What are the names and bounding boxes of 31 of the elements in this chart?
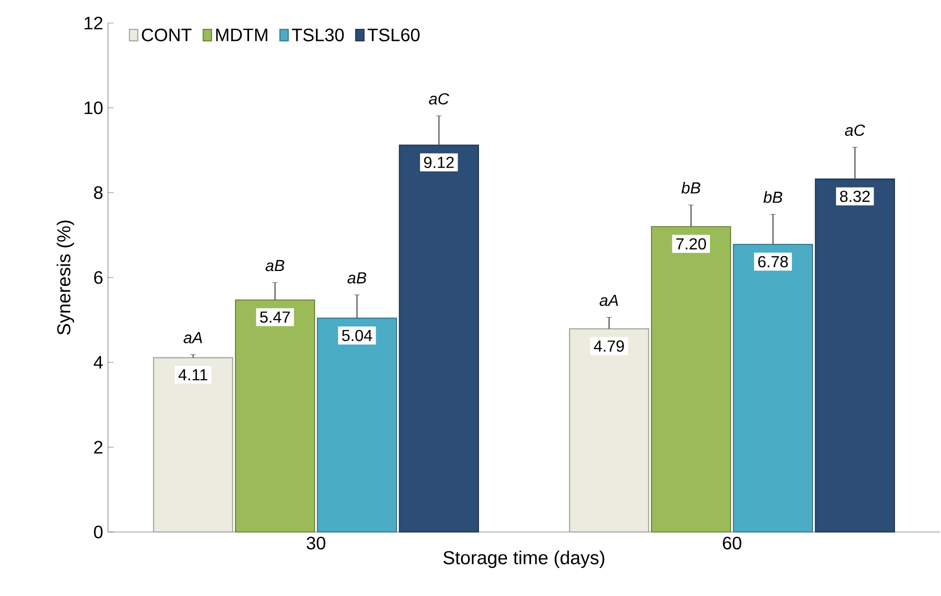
legend-label: MDTM (216, 28, 268, 42)
annotation: aA (184, 332, 202, 344)
legend-label: CONT (142, 28, 192, 42)
annotation: aA (600, 294, 618, 306)
annotation: aB (348, 272, 366, 284)
annotation: bB (681, 182, 700, 194)
data-label: 5.04 (342, 330, 372, 342)
x-tick-label: 30 (306, 536, 326, 550)
y-tick-label: 10 (84, 101, 103, 114)
data-label: 6.78 (758, 256, 788, 268)
y-tick-label: 4 (94, 356, 103, 369)
annotation: aC (845, 124, 866, 136)
legend-label: TSL30 (292, 28, 344, 42)
data-label: 8.32 (840, 190, 870, 202)
x-tick-label: 60 (722, 536, 742, 550)
y-tick-label: 2 (94, 440, 102, 454)
data-label: 9.12 (424, 156, 454, 168)
y-tick-label: 8 (94, 186, 103, 200)
annotation: aB (266, 260, 284, 272)
x-axis-title: Storage time (days) (443, 550, 604, 568)
y-tick-label: 12 (84, 16, 102, 30)
y-tick-label: 0 (94, 526, 103, 538)
y-tick-label: 6 (94, 271, 103, 284)
data-label: 7.20 (676, 238, 706, 250)
legend-label: TSL60 (368, 28, 420, 42)
data-label: 4.11 (178, 369, 208, 380)
annotation: aC (429, 93, 450, 104)
data-label: 4.79 (594, 340, 624, 352)
y-axis-title: Syneresis (%) (56, 220, 74, 335)
annotation: bB (763, 191, 782, 203)
data-label: 5.47 (260, 312, 290, 323)
